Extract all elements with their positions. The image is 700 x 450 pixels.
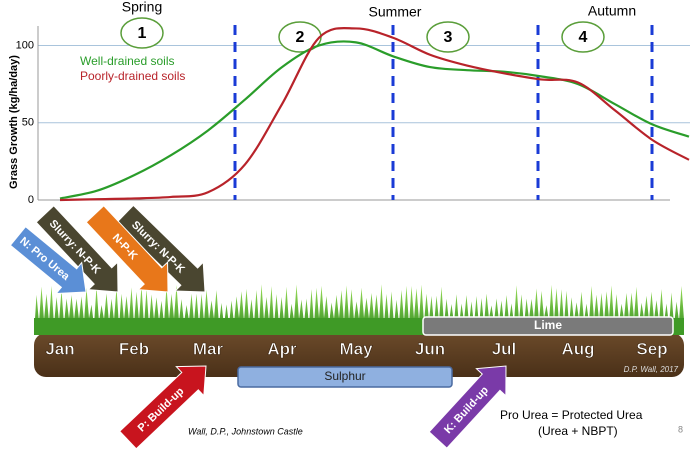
arrow-shape <box>85 205 169 293</box>
series-line <box>59 40 690 200</box>
y-tick-label: 50 <box>22 117 34 129</box>
period-label: 1 <box>138 25 147 42</box>
period-circle <box>120 17 164 49</box>
season-label: Spring <box>122 0 162 15</box>
y-axis-label: Grass Growth (kg/ha/day) <box>8 55 20 189</box>
x-tick-label: Mar <box>193 339 224 358</box>
x-tick-label: May <box>339 339 373 358</box>
x-tick-label: Aug <box>561 339 594 358</box>
sulphur-bar <box>237 366 453 388</box>
page-number: 8 <box>678 424 683 434</box>
season-label: Summer <box>369 4 422 20</box>
x-tick-label: Jan <box>45 339 74 358</box>
series-line <box>59 26 690 202</box>
arrow-shape <box>428 365 507 449</box>
sulphur-label: Sulphur <box>324 369 365 383</box>
period-label: 2 <box>296 29 305 46</box>
x-tick-label: Feb <box>119 339 149 358</box>
x-tick-label: Sep <box>636 339 667 358</box>
season-label: Autumn <box>588 3 636 19</box>
legend-entry: Poorly-drained soils <box>80 69 185 83</box>
note-detail: (Urea + NBPT) <box>538 424 618 438</box>
x-tick-label: Jul <box>492 339 517 358</box>
lime-label: Lime <box>534 318 562 332</box>
note: Pro Urea = Protected Urea <box>500 408 643 422</box>
period-circle <box>426 21 470 53</box>
arrow-shape <box>9 226 87 295</box>
period-circle <box>561 21 605 53</box>
arrow-shape <box>119 365 207 450</box>
y-tick-label: 0 <box>28 194 34 206</box>
source: Wall, D.P., Johnstown Castle <box>188 426 303 436</box>
period-label: 3 <box>444 29 453 46</box>
y-tick-label: 100 <box>16 39 34 51</box>
arrow-shape <box>35 205 119 293</box>
credit: D.P. Wall, 2017 <box>624 365 679 374</box>
x-tick-label: Jun <box>415 339 445 358</box>
period-label: 4 <box>579 29 588 46</box>
legend-entry: Well-drained soils <box>80 54 174 68</box>
lime-bar <box>422 316 674 336</box>
x-tick-label: Apr <box>267 339 297 358</box>
